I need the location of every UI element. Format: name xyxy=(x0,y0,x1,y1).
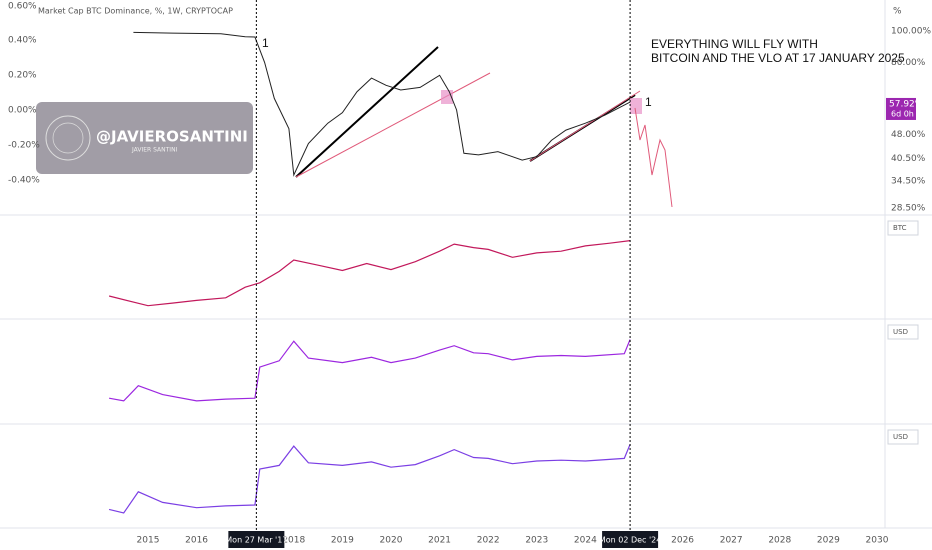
last-price: 57.92% xyxy=(889,99,924,109)
y2-tick-label: 80.00% xyxy=(891,58,926,68)
x-tick-label: 2020 xyxy=(380,536,403,546)
y-tick-label: 0.60% xyxy=(8,2,37,12)
annotation: BITCOIN AND THE VLO AT 17 JANUARY 2025 xyxy=(651,51,905,65)
x-tick-label: 2028 xyxy=(768,536,791,546)
trend-line xyxy=(295,72,491,178)
dominance-line xyxy=(133,31,631,177)
pane-unit: USD xyxy=(893,433,908,441)
pane-separators xyxy=(0,0,932,529)
watermark-sub: JAVIER SANTINI xyxy=(131,147,178,154)
unit-box xyxy=(887,429,919,445)
y-tick-label: 0.20% xyxy=(8,71,37,81)
chart-title: Market Cap BTC Dominance, %, 1W, CRYPTOC… xyxy=(38,7,233,16)
x-tick-label: 2021 xyxy=(428,536,451,546)
wave-label: 1 xyxy=(645,95,652,109)
indicator-line xyxy=(108,339,631,402)
y-tick-label: 0.40% xyxy=(8,36,37,46)
unit-box xyxy=(887,324,919,340)
y2-tick-label: 48.00% xyxy=(891,130,926,140)
trend-lines xyxy=(295,46,673,208)
wave-label: 1 xyxy=(262,36,269,50)
date-box xyxy=(228,531,285,548)
watermark-name: @JAVIEROSANTINI xyxy=(96,128,248,146)
x-tick-label: 2018 xyxy=(282,536,305,546)
axis-unit: % xyxy=(893,7,902,17)
indicator-line xyxy=(108,444,631,514)
watermark: @JAVIEROSANTINI JAVIER SANTINI xyxy=(36,102,253,174)
x-tick-label: 2019 xyxy=(331,536,354,546)
y-tick-label: 0.00% xyxy=(8,106,37,116)
last-price-box xyxy=(886,97,916,120)
cursor-date: Mon 02 Dec '24 xyxy=(599,536,662,545)
y2-tick-label: 28.50% xyxy=(891,203,926,213)
trend-line xyxy=(529,90,641,162)
x-tick-label: 2027 xyxy=(720,536,743,546)
date-box xyxy=(602,531,659,548)
highlight xyxy=(630,98,642,114)
x-tick-label: 2022 xyxy=(477,536,500,546)
annotation: EVERYTHING WILL FLY WITH xyxy=(651,37,818,51)
x-tick-label: 2023 xyxy=(525,536,548,546)
x-tick-label: 2030 xyxy=(866,536,889,546)
y-tick-label: -0.40% xyxy=(8,176,40,186)
logo xyxy=(52,122,84,154)
unit-box xyxy=(887,220,919,236)
trend-line xyxy=(295,46,439,178)
watermark-box xyxy=(36,102,253,174)
x-tick-label: 2015 xyxy=(137,536,160,546)
indicator-line xyxy=(108,240,631,307)
y2-tick-label: 34.50% xyxy=(891,176,926,186)
x-tick-label: 2024 xyxy=(574,536,597,546)
projection xyxy=(634,107,673,208)
y-tick-label: -0.20% xyxy=(8,141,40,151)
y2-tick-label: 40.50% xyxy=(891,154,926,164)
x-tick-label: 2026 xyxy=(671,536,694,546)
y2-tick-label: 100.00% xyxy=(891,26,931,36)
x-tick-label: 2029 xyxy=(817,536,840,546)
cursor-date: Mon 27 Mar '17 xyxy=(225,536,287,545)
countdown: 6d 0h xyxy=(891,109,914,118)
pane-unit: BTC xyxy=(893,224,907,232)
logo xyxy=(45,115,91,161)
pane-unit: USD xyxy=(893,328,908,336)
x-tick-label: 2016 xyxy=(185,536,208,546)
